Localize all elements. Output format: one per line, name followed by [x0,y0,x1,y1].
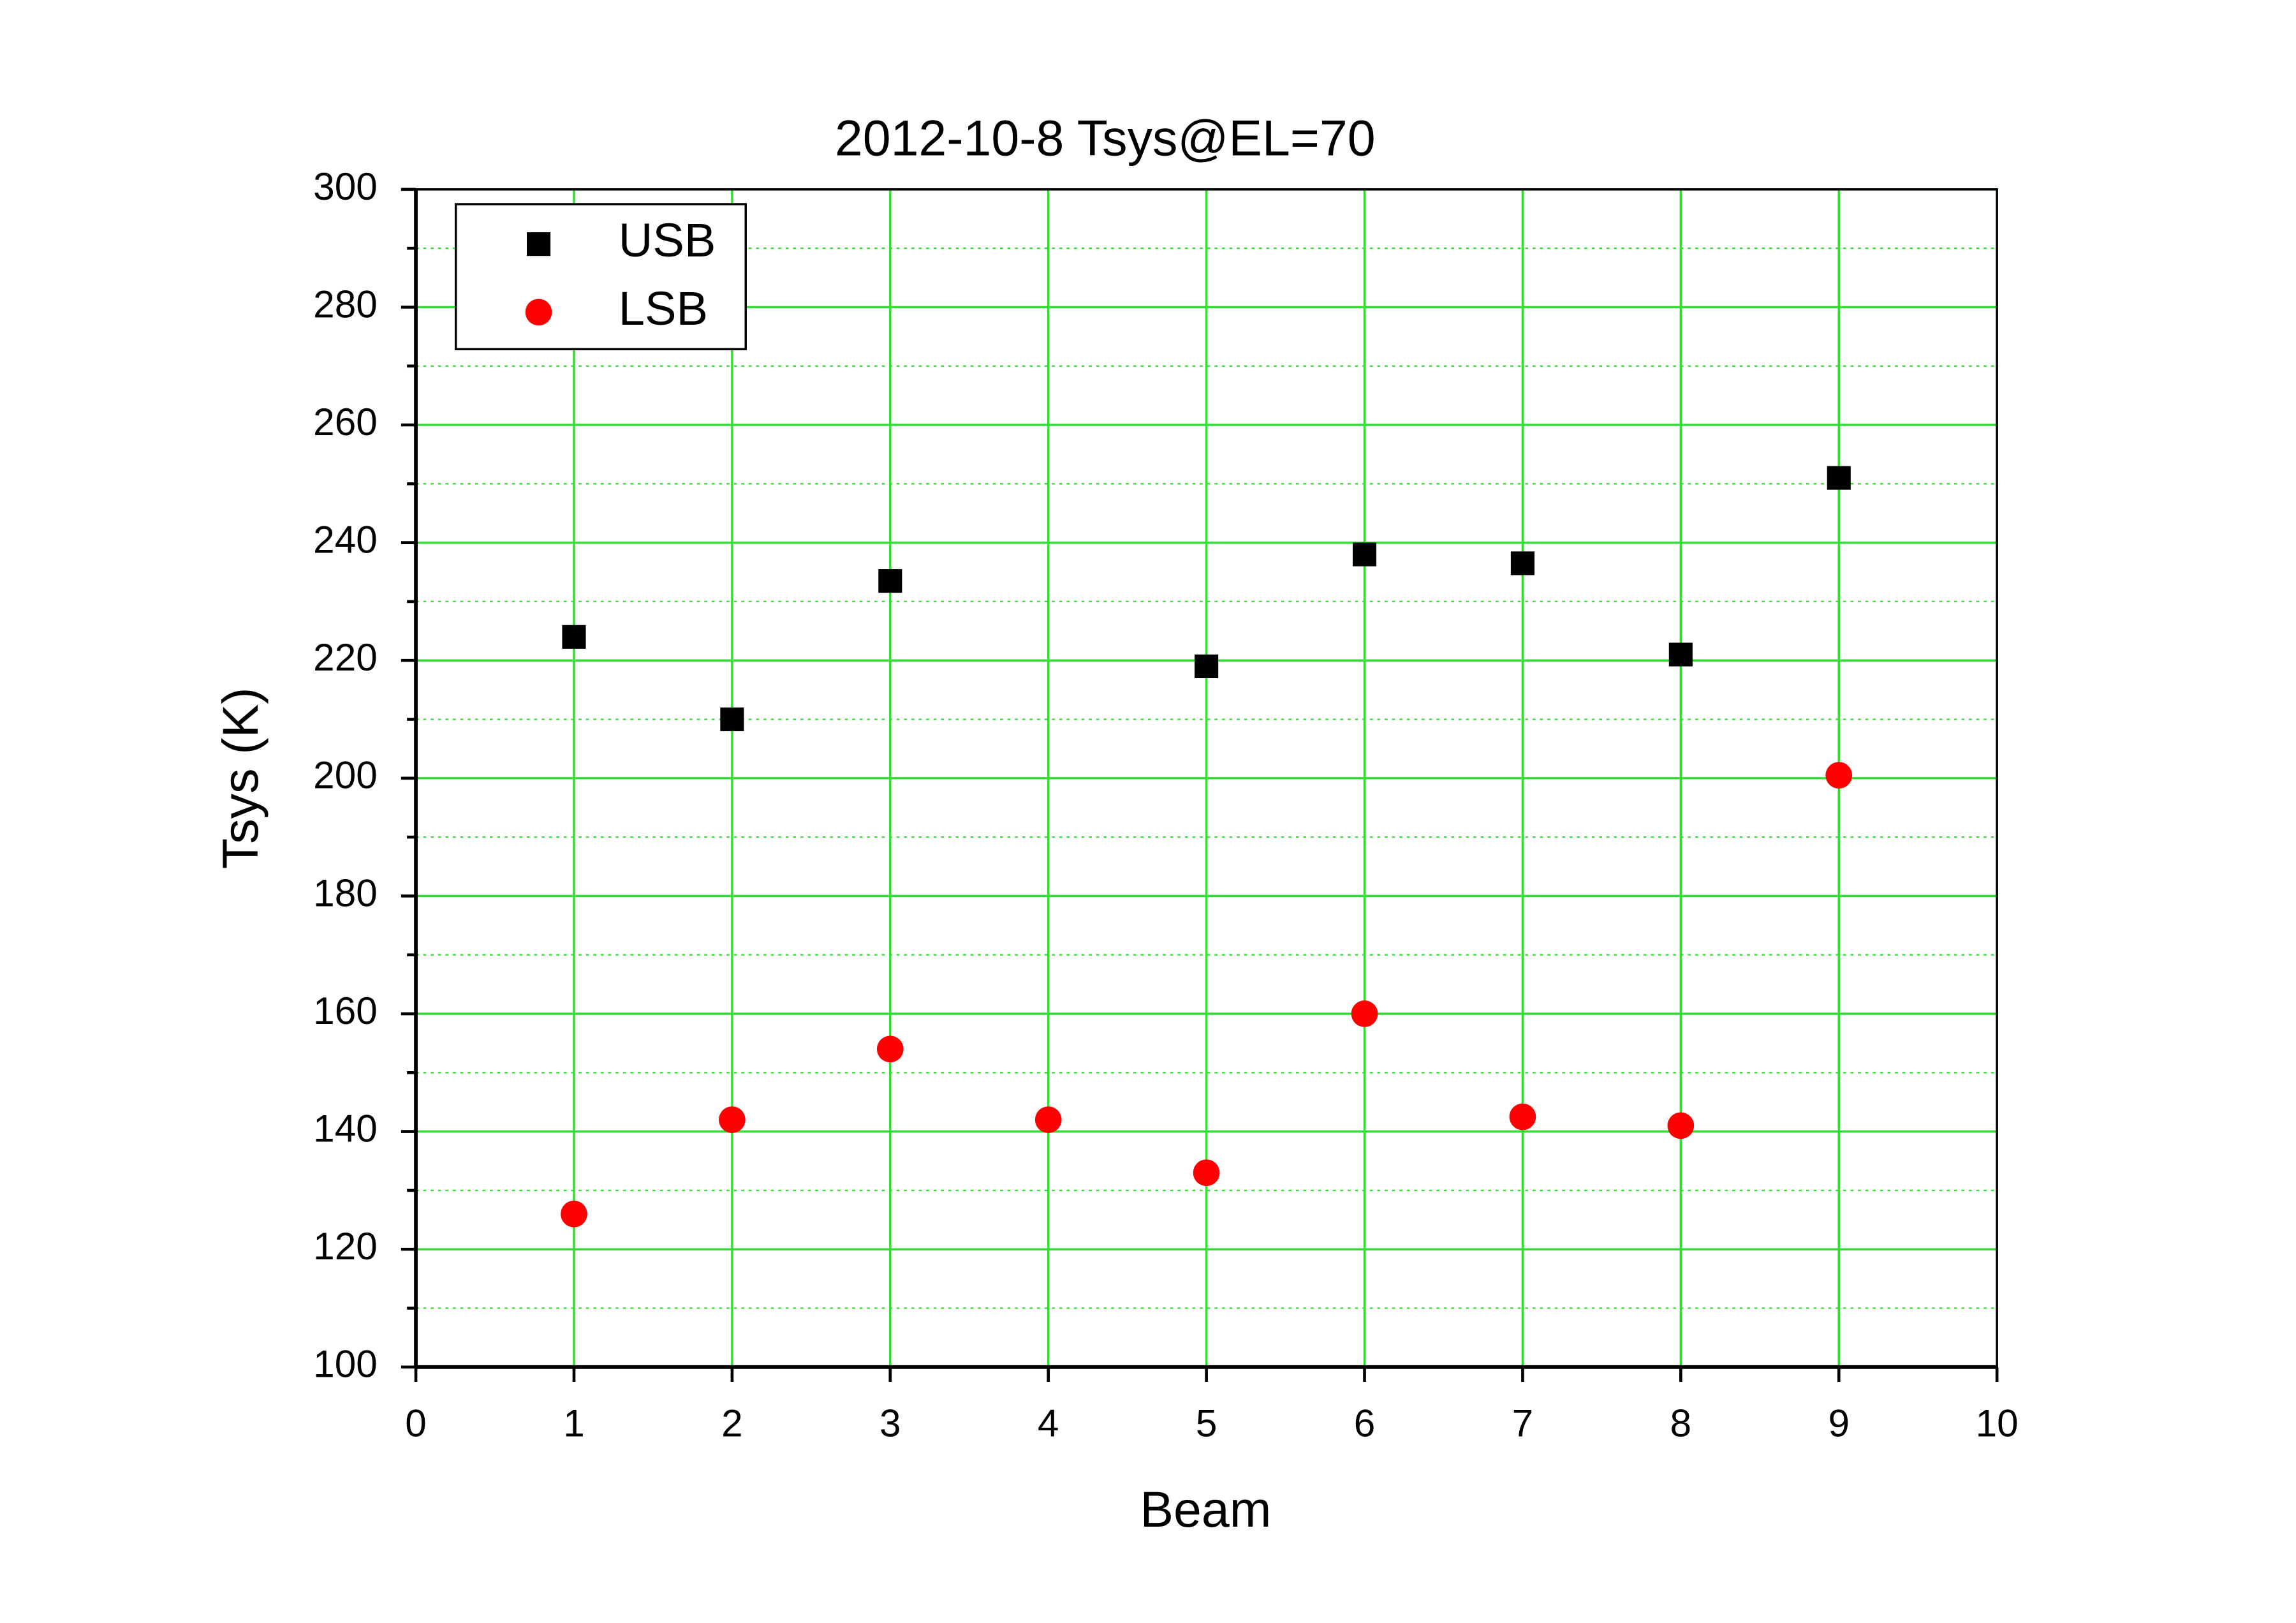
x-tick-label: 9 [1828,1401,1850,1444]
x-tick-label: 10 [1976,1401,2019,1444]
marker-square [526,232,551,256]
marker-square [562,625,586,649]
x-tick-label: 4 [1038,1401,1059,1444]
y-tick-label: 160 [313,989,378,1032]
y-tick-label: 180 [313,871,378,914]
marker-square [1195,654,1219,679]
x-tick-label: 5 [1196,1401,1218,1444]
x-axis-label: Beam [1140,1481,1271,1538]
y-tick-label: 240 [313,518,378,561]
marker-square [1827,466,1851,490]
marker-square [1352,542,1377,567]
legend-label: LSB [619,282,708,335]
y-axis-label: Tsys (K) [212,688,269,870]
y-tick-label: 120 [313,1224,378,1268]
marker-circle [525,299,552,326]
y-tick-label: 300 [313,165,378,208]
y-tick-label: 260 [313,400,378,443]
y-tick-label: 200 [313,753,378,797]
y-tick-label: 100 [313,1342,378,1386]
legend-box [454,203,747,351]
marker-circle [719,1106,746,1134]
marker-square [878,569,902,593]
x-tick-label: 1 [563,1401,585,1444]
marker-circle [876,1035,904,1063]
legend-label: USB [619,214,716,267]
marker-circle [1825,762,1853,789]
x-tick-label: 7 [1512,1401,1534,1444]
x-tick-label: 3 [879,1401,901,1444]
x-tick-label: 0 [405,1401,427,1444]
y-tick-label: 280 [313,282,378,325]
marker-square [1510,551,1534,575]
marker-square [1668,642,1693,667]
x-tick-label: 2 [721,1401,743,1444]
chart-title: 2012-10-8 Tsys@EL=70 [835,110,1376,166]
x-tick-label: 6 [1354,1401,1376,1444]
marker-circle [1193,1159,1220,1187]
x-tick-label: 8 [1670,1401,1692,1444]
y-tick-label: 220 [313,635,378,679]
marker-circle [1509,1103,1536,1130]
marker-circle [1351,1000,1378,1027]
marker-circle [1667,1112,1695,1139]
y-tick-label: 140 [313,1107,378,1150]
marker-circle [561,1200,587,1227]
marker-square [720,707,744,732]
marker-circle [1034,1106,1062,1134]
